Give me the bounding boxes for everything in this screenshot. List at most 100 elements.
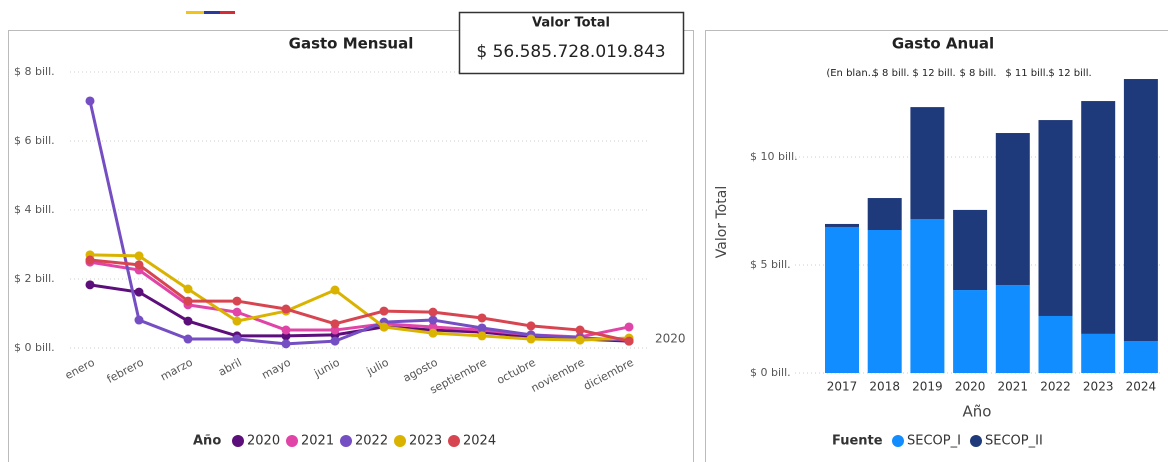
legend-title: Año — [193, 434, 221, 449]
data-point — [85, 255, 95, 265]
bar-segment — [1038, 120, 1073, 316]
plots: $ 0 bill. $ 2 bill. $ 4 bill. $ 6 bill. $ 8 … — [14, 65, 1162, 449]
data-point — [428, 307, 438, 317]
legend-label: 2022 — [355, 434, 388, 449]
y-tick-label: $ 0 bill. — [14, 341, 55, 354]
bar-title: Gasto Anual — [892, 35, 994, 53]
data-point — [428, 328, 438, 338]
x-axis-label: Año — [963, 403, 992, 421]
legend-label: 2020 — [247, 434, 280, 449]
data-point — [330, 285, 340, 295]
legend-label: 2021 — [301, 434, 334, 449]
x-tick-label: 2018 — [869, 380, 900, 394]
data-point — [183, 284, 193, 294]
data-point — [183, 296, 193, 306]
bar-segment — [825, 223, 859, 227]
series-line — [89, 253, 630, 342]
x-tick-label: marzo — [158, 356, 195, 384]
x-tick-label: 2020 — [955, 380, 986, 394]
x-tick-label: 2021 — [998, 380, 1029, 394]
series-line — [88, 100, 630, 346]
data-point — [330, 319, 340, 329]
kpi-card — [458, 11, 685, 75]
bar-segment — [1123, 341, 1158, 373]
data-point — [134, 251, 144, 261]
legend-swatch — [394, 435, 406, 447]
data-point — [232, 334, 242, 344]
x-tick-label: 2022 — [1040, 380, 1071, 394]
data-label: $ 12 bill. — [1048, 68, 1091, 79]
data-point — [624, 322, 634, 332]
data-point — [428, 322, 438, 332]
data-point — [183, 316, 193, 326]
y-tick-label: $ 4 bill. — [14, 203, 55, 216]
x-tick-label: enero — [63, 356, 97, 382]
y-axis-label: Valor Total — [714, 186, 730, 258]
x-tick-label: agosto — [401, 356, 440, 385]
data-point — [575, 335, 585, 345]
bar-panel — [705, 30, 1168, 462]
data-label: $ 11 bill. — [1005, 68, 1048, 79]
data-point — [85, 96, 95, 106]
data-point — [330, 336, 340, 346]
bar-segment — [910, 107, 945, 219]
data-point — [232, 296, 242, 306]
data-point — [281, 325, 291, 335]
kpi-title: Valor Total — [532, 16, 610, 31]
bar-segment — [1081, 333, 1116, 373]
legend-label: 2024 — [463, 434, 496, 449]
data-point — [477, 323, 487, 333]
bar-segment — [867, 230, 902, 373]
x-tick-label: 2024 — [1126, 380, 1157, 394]
data-point — [134, 287, 144, 297]
legend-swatch — [892, 435, 904, 447]
y-tick-label: $ 10 bill. — [750, 150, 798, 163]
bar-segment — [1081, 101, 1116, 334]
data-label: (En blan… — [826, 68, 877, 79]
legend-swatch — [448, 435, 460, 447]
kpi-value: $ 56.585.728.019.843 — [476, 42, 665, 62]
data-point — [134, 315, 144, 325]
bar-segment — [953, 290, 988, 373]
x-tick-label: mayo — [260, 356, 293, 382]
x-tick-label: febrero — [105, 356, 146, 386]
data-label: $ 12 bill. — [912, 68, 955, 79]
data-point — [379, 322, 389, 332]
data-point — [477, 331, 487, 341]
line-title: Gasto Mensual — [289, 35, 414, 53]
bar-segment — [995, 133, 1030, 286]
x-tick-label: abril — [216, 356, 244, 379]
data-point — [624, 336, 634, 346]
data-label: $ 8 bill. — [960, 68, 997, 79]
legend-title: Fuente — [832, 434, 883, 449]
data-point — [232, 307, 242, 317]
y-tick-label: $ 0 bill. — [750, 366, 791, 379]
legend-label: SECOP_II — [985, 434, 1043, 449]
legend-swatch — [970, 435, 982, 447]
bar-segment — [867, 198, 902, 231]
data-label: $ 8 bill. — [873, 68, 910, 79]
series-line — [89, 258, 630, 343]
y-tick-label: $ 2 bill. — [14, 272, 55, 285]
legend-label: SECOP_I — [907, 434, 961, 449]
y-tick-label: $ 6 bill. — [14, 134, 55, 147]
data-point — [85, 280, 95, 290]
x-tick-label: diciembre — [581, 356, 636, 393]
data-point — [183, 334, 193, 344]
flag-blue — [204, 11, 220, 14]
flag-red — [220, 11, 235, 14]
bar-segment — [1123, 79, 1158, 342]
x-tick-label: 2017 — [827, 380, 858, 394]
legend-swatch — [340, 435, 352, 447]
data-point — [330, 325, 340, 335]
bar-segment — [910, 218, 945, 373]
x-tick-label: 2019 — [912, 380, 943, 394]
bar-segment — [995, 285, 1030, 373]
y-tick-label: $ 5 bill. — [750, 258, 791, 271]
data-point — [379, 306, 389, 316]
bar-segment — [1038, 315, 1073, 373]
data-point — [526, 334, 536, 344]
data-point — [281, 339, 291, 349]
legend-swatch — [286, 435, 298, 447]
